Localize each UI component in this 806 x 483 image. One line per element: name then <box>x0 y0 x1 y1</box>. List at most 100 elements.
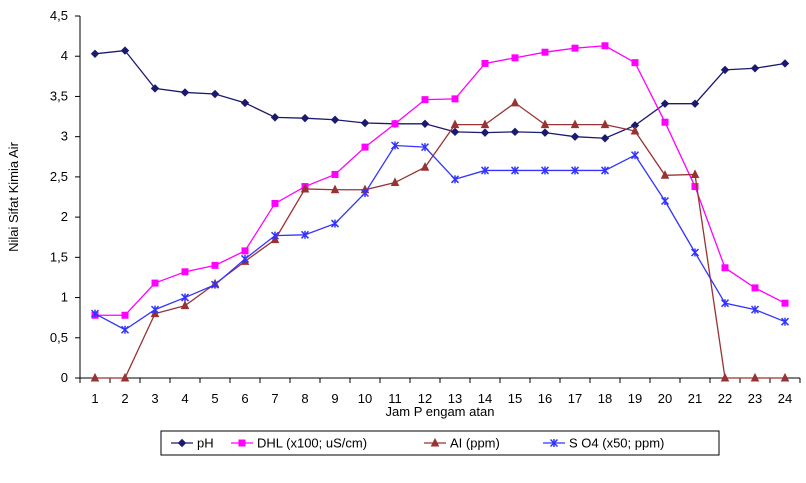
data-point <box>120 46 130 55</box>
legend-label: S O4 (x50; ppm) <box>569 436 664 451</box>
x-tick-label: 7 <box>271 391 278 406</box>
data-point <box>780 372 790 382</box>
data-point <box>721 264 729 272</box>
data-point <box>360 188 370 198</box>
x-tick-label: 23 <box>748 391 762 406</box>
x-tick-label: 12 <box>418 391 432 406</box>
data-point <box>450 175 460 184</box>
data-point <box>750 64 760 73</box>
legend-items: pH DHL (x100; uS/cm) AI (ppm) S O4 (x50; pp… <box>171 436 664 451</box>
data-point <box>90 309 100 318</box>
data-point <box>150 84 160 93</box>
data-point <box>511 54 519 62</box>
data-point <box>480 166 490 175</box>
x-axis-ticks: 1 2 3 4 5 6 7 8 9 10 11 12 13 14 15 16 17 18 19 20 21 22 23 24 <box>79 378 801 406</box>
y-tick-label: 0,5 <box>50 330 68 345</box>
x-tick-label: 19 <box>628 391 642 406</box>
legend-label: DHL (x100; uS/cm) <box>257 436 367 451</box>
series-3 <box>90 97 790 382</box>
x-tick-label: 22 <box>718 391 732 406</box>
legend-marker <box>238 439 246 447</box>
data-point <box>600 166 610 175</box>
data-point <box>750 305 760 314</box>
y-tick-label: 4,5 <box>50 8 68 23</box>
x-tick-label: 18 <box>598 391 612 406</box>
x-tick-label: 6 <box>241 391 248 406</box>
data-point <box>150 305 160 314</box>
data-point <box>631 59 639 67</box>
x-tick-label: 13 <box>448 391 462 406</box>
data-point <box>240 98 250 108</box>
data-point <box>480 119 490 129</box>
data-point <box>570 119 580 129</box>
data-point <box>781 299 789 307</box>
data-point <box>780 59 790 68</box>
data-point <box>391 120 399 128</box>
data-point <box>450 127 460 137</box>
data-point <box>270 113 280 122</box>
data-point <box>750 372 760 382</box>
x-tick-label: 14 <box>478 391 492 406</box>
legend-label: AI (ppm) <box>450 436 500 451</box>
series-1 <box>90 46 790 143</box>
x-tick-label: 2 <box>121 391 128 406</box>
data-point <box>510 97 520 107</box>
data-point <box>690 169 700 178</box>
data-point <box>601 42 609 50</box>
data-point <box>390 141 400 150</box>
data-point <box>420 143 430 152</box>
data-point <box>90 372 100 382</box>
series-4 <box>90 141 790 334</box>
data-point <box>540 128 550 137</box>
data-point <box>540 119 550 129</box>
y-axis-title: Nilai Sifat Kimia Air <box>6 141 21 251</box>
data-point <box>600 134 610 143</box>
data-point <box>210 280 220 289</box>
data-point <box>780 317 790 326</box>
legend: pH DHL (x100; uS/cm) AI (ppm) S O4 (x50; pp… <box>160 430 720 456</box>
data-point <box>451 95 459 103</box>
data-point <box>120 325 130 334</box>
data-point <box>450 119 460 129</box>
data-point <box>330 184 340 194</box>
x-axis-title: Jam P engam atan <box>386 404 495 419</box>
x-tick-label: 8 <box>301 391 308 406</box>
legend-item: DHL (x100; uS/cm) <box>231 436 367 451</box>
y-tick-label: 3,5 <box>50 88 68 103</box>
data-point <box>210 89 220 99</box>
x-tick-label: 11 <box>388 391 402 406</box>
series-line <box>95 102 785 379</box>
legend-label: pH <box>197 436 214 451</box>
legend-item: S O4 (x50; ppm) <box>543 436 664 451</box>
x-tick-label: 16 <box>538 391 552 406</box>
data-point <box>421 96 429 104</box>
data-point <box>331 170 339 178</box>
data-point <box>690 248 700 257</box>
legend-marker <box>177 438 187 448</box>
data-point <box>570 166 580 175</box>
data-point <box>241 247 249 255</box>
data-point <box>661 118 669 126</box>
x-tick-label: 15 <box>508 391 522 406</box>
data-point <box>300 183 310 193</box>
data-point <box>660 196 670 206</box>
x-tick-label: 4 <box>181 391 188 406</box>
plot-area <box>79 16 800 379</box>
data-point <box>270 231 280 240</box>
data-point <box>420 162 430 171</box>
data-point <box>90 49 100 59</box>
data-point <box>600 119 610 129</box>
x-tick-label: 24 <box>778 391 792 406</box>
data-point <box>720 299 730 308</box>
data-point <box>330 115 340 124</box>
data-point <box>120 372 130 382</box>
data-point <box>690 99 700 108</box>
y-tick-label: 4 <box>61 48 68 63</box>
data-point <box>510 127 520 137</box>
data-point <box>630 151 640 160</box>
legend-marker <box>549 438 559 448</box>
data-point <box>720 65 730 75</box>
x-tick-label: 1 <box>91 391 98 406</box>
data-point <box>390 177 400 187</box>
